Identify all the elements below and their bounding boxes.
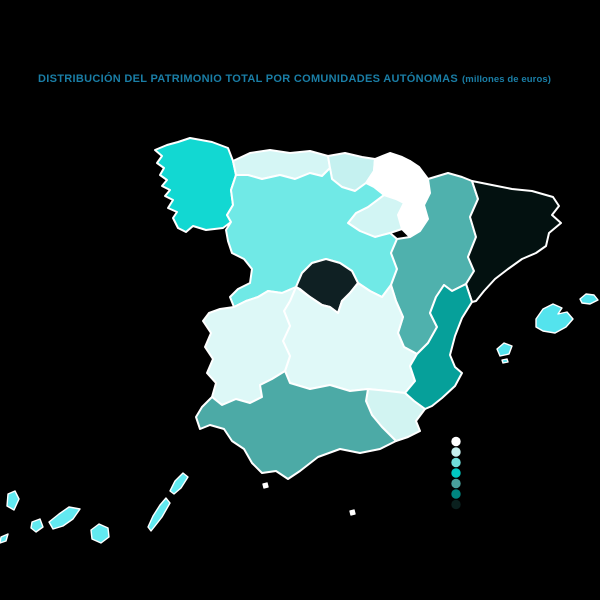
- chart-title: DISTRIBUCIÓN DEL PATRIMONIO TOTAL POR CO…: [38, 73, 551, 85]
- region-ceuta[interactable]: [262, 482, 269, 489]
- legend-dot-2: [451, 447, 461, 457]
- legend-dot-1: [451, 436, 461, 447]
- region-baleares-menorca[interactable]: [579, 293, 599, 305]
- region-canarias-la-gomera[interactable]: [30, 518, 44, 533]
- legend-dot-6: [451, 489, 461, 499]
- region-valencia[interactable]: [404, 283, 473, 410]
- region-canarias-lanzarote[interactable]: [169, 472, 189, 495]
- region-melilla[interactable]: [349, 509, 356, 516]
- map-regions: [0, 137, 599, 544]
- legend-dot-3: [451, 457, 461, 468]
- region-baleares-formentera[interactable]: [501, 358, 509, 364]
- region-canarias-el-hierro[interactable]: [0, 533, 9, 544]
- chart-title-units: (millones de euros): [462, 74, 552, 85]
- region-cataluna[interactable]: [465, 180, 562, 303]
- region-baleares-ibiza[interactable]: [496, 342, 513, 357]
- region-canarias-la-palma[interactable]: [6, 490, 20, 511]
- legend-dot-4: [451, 468, 461, 478]
- chart-title-text: DISTRIBUCIÓN DEL PATRIMONIO TOTAL POR CO…: [38, 73, 459, 85]
- legend-dot-7: [451, 499, 461, 510]
- region-andalucia[interactable]: [195, 370, 397, 480]
- region-baleares-mallorca[interactable]: [535, 303, 574, 334]
- region-canarias-fuerteventura[interactable]: [147, 497, 171, 532]
- legend-dot-5: [451, 478, 461, 489]
- region-galicia[interactable]: [154, 137, 237, 233]
- region-canarias-tenerife[interactable]: [48, 506, 81, 530]
- region-canarias-gran-canaria[interactable]: [90, 523, 110, 544]
- color-scale-legend: [451, 436, 461, 510]
